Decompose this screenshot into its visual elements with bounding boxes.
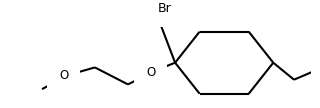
Text: O: O bbox=[59, 69, 68, 82]
Text: Br: Br bbox=[158, 2, 172, 15]
Text: O: O bbox=[146, 66, 155, 79]
